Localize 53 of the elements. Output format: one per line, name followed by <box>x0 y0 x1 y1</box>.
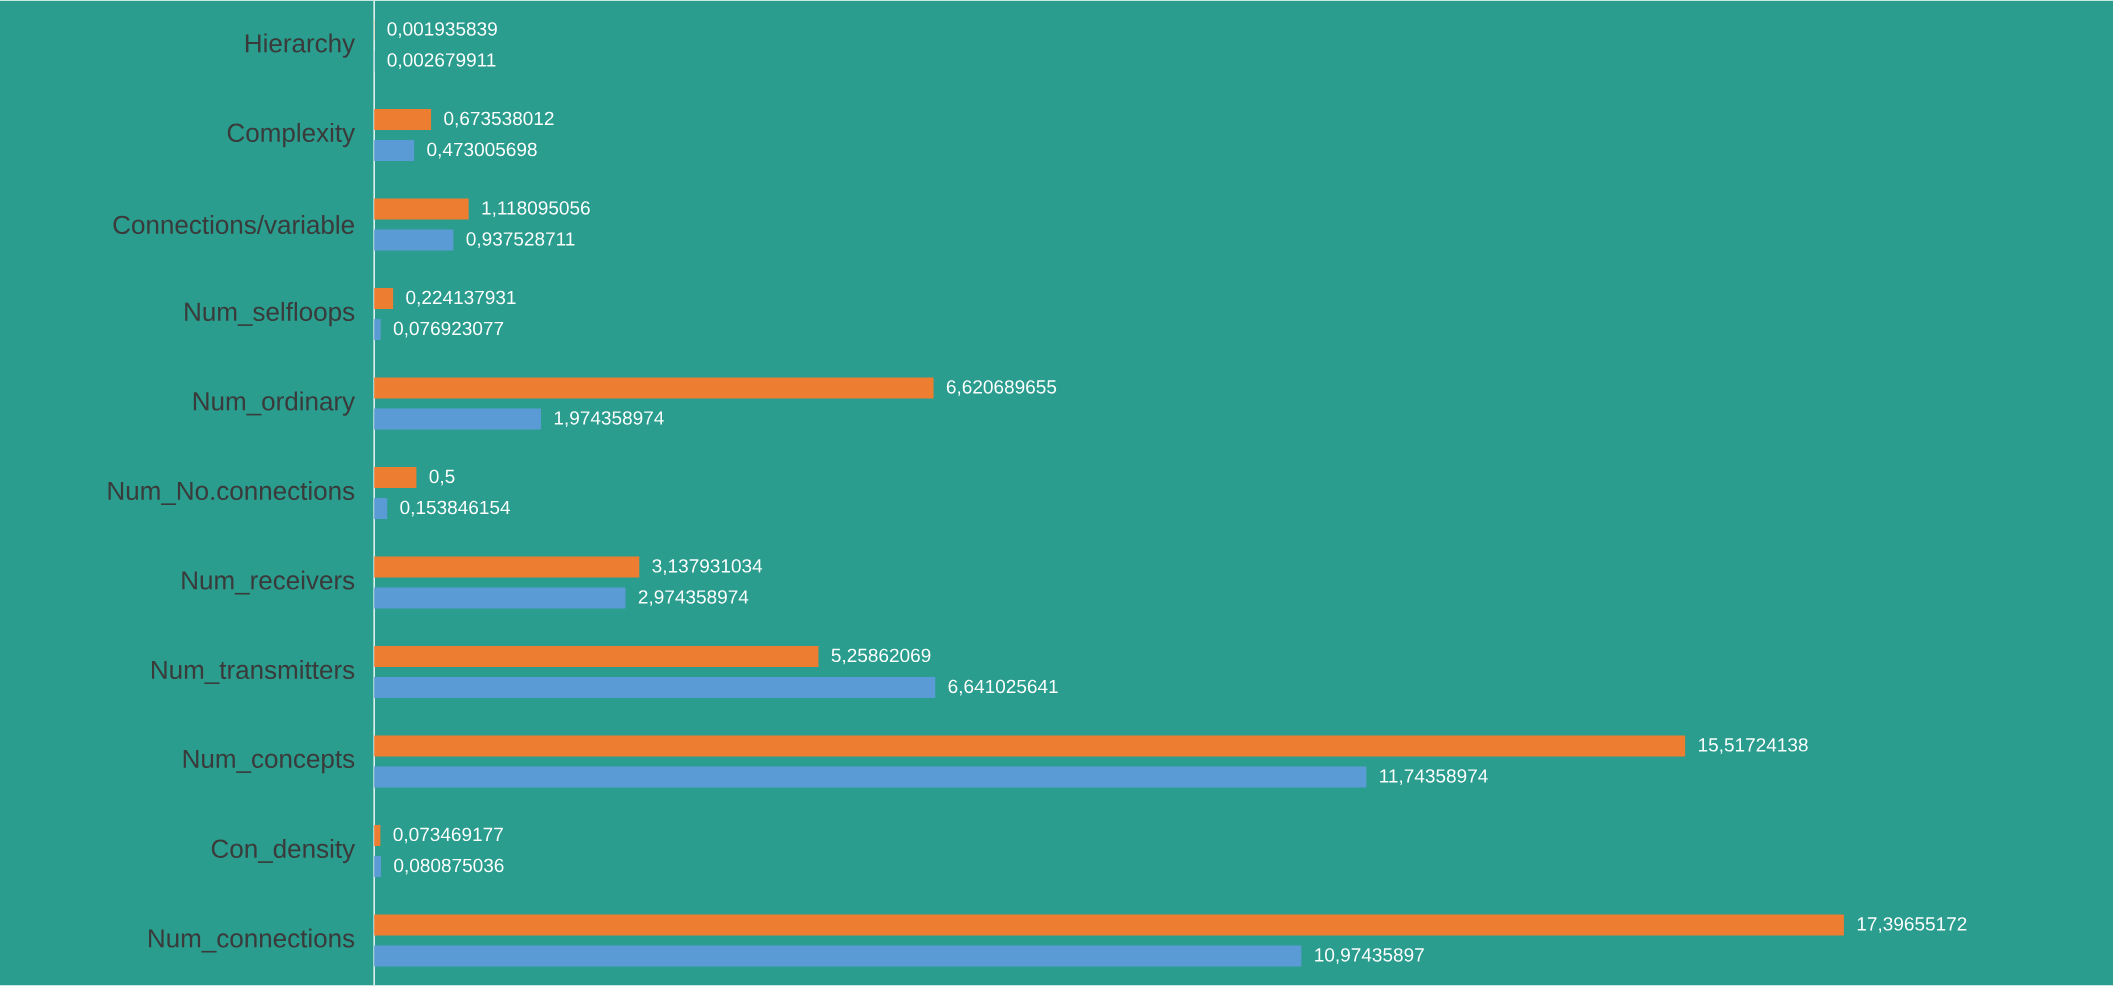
data-label: 0,473005698 <box>427 142 537 159</box>
bar <box>374 287 394 309</box>
bar <box>374 914 1844 936</box>
data-label: 0,002679911 <box>387 53 496 69</box>
y-tick-label: Connections/variable <box>113 214 354 235</box>
data-label: 11,74358974 <box>1380 769 1488 785</box>
data-label: 0,076923077 <box>393 321 504 338</box>
y-tick-label: Hierarchy <box>245 33 356 58</box>
bar <box>374 498 388 520</box>
bar <box>374 229 454 251</box>
y-tick-label: Con_density <box>211 838 356 864</box>
y-tick-label: Num_ordinary <box>193 391 356 416</box>
data-label: 0,5 <box>429 469 455 486</box>
bar <box>374 676 936 698</box>
bar <box>374 855 382 877</box>
data-label: 0,001935839 <box>387 22 497 38</box>
bar <box>374 824 381 846</box>
data-label: 1,974358974 <box>554 411 664 427</box>
bar <box>374 556 640 578</box>
data-label: 0,673538012 <box>444 111 554 128</box>
bar <box>374 377 934 399</box>
bar <box>374 109 432 131</box>
bar <box>374 735 1686 757</box>
data-label: 0,224137931 <box>406 290 516 307</box>
data-label: 1,118095056 <box>482 201 590 217</box>
y-tick-label: Num_connections <box>149 928 355 953</box>
bar <box>374 140 415 162</box>
data-label: 0,073469177 <box>393 827 503 844</box>
y-tick-label: Num_No.connections <box>108 480 355 505</box>
data-label: 2,974358974 <box>638 590 749 606</box>
bar <box>374 945 1302 967</box>
bar <box>374 587 626 609</box>
data-label: 0,153846154 <box>400 500 510 517</box>
y-tick-label: Complexity <box>227 122 356 148</box>
y-tick-label: Num_transmitters <box>152 659 355 684</box>
bar <box>374 766 1367 788</box>
data-label: 3,137931034 <box>652 559 763 575</box>
bar <box>374 645 819 667</box>
data-label: 10,97435897 <box>1315 948 1424 964</box>
y-tick-label: Num_selfloops <box>185 301 355 327</box>
data-label: 6,641025641 <box>948 679 1058 696</box>
bar <box>374 198 469 220</box>
data-label: 17,39655172 <box>1857 917 1967 933</box>
data-label: 6,620689655 <box>946 380 1057 396</box>
data-label: 5,25862069 <box>831 648 931 665</box>
y-tick-label: Num_concepts <box>183 749 355 774</box>
data-label: 0,080875036 <box>394 858 504 875</box>
bar <box>374 408 541 430</box>
data-label: 0,937528711 <box>466 232 575 248</box>
bar <box>374 319 381 341</box>
y-tick-label: Num_receivers <box>182 570 355 595</box>
data-label: 15,51724138 <box>1698 738 1808 754</box>
bar <box>374 466 417 488</box>
